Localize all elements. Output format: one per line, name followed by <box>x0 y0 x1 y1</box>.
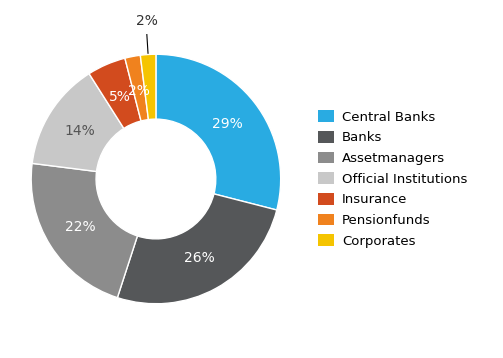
Wedge shape <box>32 74 124 171</box>
Text: 29%: 29% <box>212 117 242 131</box>
Wedge shape <box>31 163 137 297</box>
Wedge shape <box>156 54 281 210</box>
Text: 26%: 26% <box>184 251 215 265</box>
Legend: Central Banks, Banks, Assetmanagers, Official Institutions, Insurance, Pensionfu: Central Banks, Banks, Assetmanagers, Off… <box>318 110 468 248</box>
Wedge shape <box>125 55 148 121</box>
Text: 5%: 5% <box>109 90 131 103</box>
Wedge shape <box>140 54 156 120</box>
Text: 14%: 14% <box>65 124 96 138</box>
Text: 2%: 2% <box>128 84 150 98</box>
Wedge shape <box>117 194 277 304</box>
Wedge shape <box>89 58 141 129</box>
Text: 2%: 2% <box>136 14 157 28</box>
Text: 22%: 22% <box>65 220 96 234</box>
